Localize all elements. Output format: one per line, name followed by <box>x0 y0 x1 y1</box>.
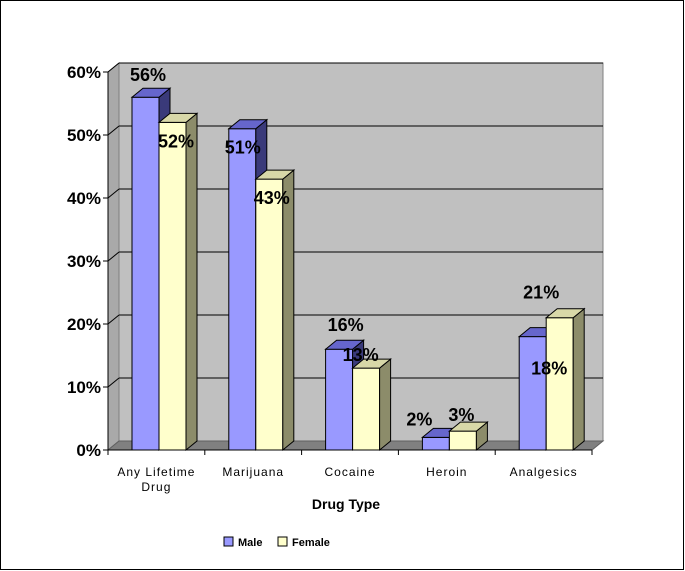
legend-label-male: Male <box>238 537 262 549</box>
x-tick-label: Marijuana <box>222 465 284 479</box>
data-label: 3% <box>448 405 474 425</box>
bar-top-female <box>254 169 296 180</box>
y-tick-label: 30% <box>67 252 101 271</box>
bar-male <box>228 128 257 451</box>
x-tick-label: Drug <box>141 480 171 494</box>
y-tick-label: 40% <box>67 189 101 208</box>
bar-top-female <box>447 421 489 432</box>
bar-male <box>325 348 354 451</box>
bar-female <box>545 317 574 451</box>
bar-male <box>131 96 160 451</box>
legend-swatch-male <box>223 536 234 547</box>
y-tick-label: 50% <box>67 126 101 145</box>
x-axis-title: Drug Type <box>312 496 380 512</box>
bar-side-female <box>185 112 198 452</box>
bar-top-male <box>227 119 269 130</box>
data-label: 52% <box>158 131 194 151</box>
gridline-diagonal <box>107 314 120 325</box>
gridline-diagonal <box>107 188 120 199</box>
bar-female <box>158 121 187 451</box>
y-tick-label: 0% <box>76 441 101 460</box>
y-tick-label: 10% <box>67 378 101 397</box>
x-tick-label: Heroin <box>426 465 467 479</box>
bar-top-male <box>324 339 366 350</box>
y-tick-label: 60% <box>67 63 101 82</box>
bar-top-male <box>130 87 172 98</box>
y-tick-label: 20% <box>67 315 101 334</box>
bar-female <box>255 178 284 451</box>
data-label: 56% <box>130 65 166 85</box>
bar-female <box>352 367 381 451</box>
data-label: 18% <box>531 359 567 379</box>
gridline-diagonal <box>107 377 120 388</box>
bar-side-female <box>379 358 392 452</box>
bar-male <box>421 436 450 451</box>
gridline-diagonal <box>107 62 120 73</box>
bar-male <box>518 336 547 451</box>
data-label: 2% <box>406 409 432 429</box>
legend-swatch-female <box>277 536 288 547</box>
bar-female <box>448 430 477 451</box>
bar-side-female <box>572 307 585 452</box>
x-tick-label: Any Lifetime <box>117 465 195 479</box>
bar-side-female <box>282 169 295 452</box>
data-label: 21% <box>523 283 559 303</box>
legend-label-female: Female <box>292 537 330 549</box>
data-label: 51% <box>225 138 261 158</box>
gridline-diagonal <box>107 125 120 136</box>
bar-top-female <box>351 358 393 369</box>
gridline-diagonal <box>107 251 120 262</box>
data-label: 13% <box>343 345 379 365</box>
x-tick-label: Analgesics <box>510 465 578 479</box>
x-tick-label: Cocaine <box>324 465 375 479</box>
data-label: 16% <box>328 315 364 335</box>
bar-top-female <box>157 112 199 123</box>
data-label: 43% <box>254 188 290 208</box>
bar-top-female <box>544 308 586 319</box>
